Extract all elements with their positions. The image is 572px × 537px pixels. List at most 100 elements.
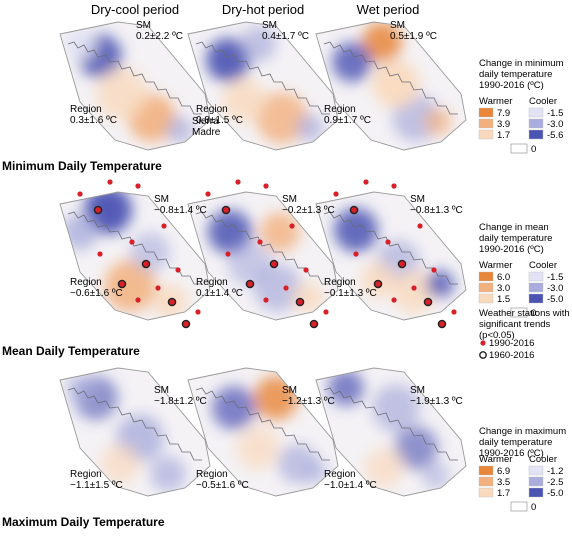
legend-warm-value: 7.9: [497, 108, 510, 119]
legend-cool-value: -3.0: [547, 283, 563, 294]
legend-zero-value: 0: [531, 308, 536, 319]
stations-legend: Weather stations with significant trends(…: [479, 308, 570, 361]
station-1990-2016: [333, 191, 339, 197]
station-1990-2016: [391, 297, 397, 303]
temperature-change-patch: [240, 26, 276, 62]
legend-warmer-label: Warmer: [479, 96, 512, 107]
sm-stat-r1-c2: SM 0.4±1.7 ºC: [262, 20, 309, 42]
sierra-madre-boundary: [195, 387, 330, 461]
station-1990-2016: [195, 309, 201, 315]
sierra-madre-boundary: [195, 41, 330, 115]
station-1960-2016: [167, 297, 177, 307]
stations-legend-1960-label: 1960-2016: [489, 350, 534, 361]
station-1990-2016: [135, 183, 141, 189]
temperature-change-patch: [62, 214, 98, 250]
region-stat-r3-c3: Region −1.0±1.4 ºC: [324, 469, 377, 491]
column-headers: Dry-cool period Dry-hot period Wet perio…: [91, 2, 419, 17]
legend-warmer-label: Warmer: [479, 454, 512, 465]
station-1960-2016: [373, 279, 383, 289]
region-outline: [59, 191, 211, 321]
sierra-madre-boundary: [67, 387, 202, 461]
sierra-madre-boundary: [67, 41, 202, 115]
legend-cool-value: -5.6: [547, 130, 563, 141]
stations-legend-1990-marker: [480, 340, 486, 346]
region-outline: [187, 191, 339, 321]
sm-stat-r3-c1: SM −1.8±1.2 ºC: [154, 385, 207, 407]
sm-stat-r1-c1: SM 0.2±2.2 ºC: [136, 20, 183, 42]
temperature-change-patch: [206, 38, 250, 82]
legend-cool-value: -5.0: [547, 294, 563, 305]
station-1990-2016: [431, 267, 437, 273]
legend-cool-value: -1.5: [547, 108, 563, 119]
temperature-change-patch: [372, 60, 420, 108]
station-1990-2016: [161, 223, 167, 229]
station-1960-2016: [117, 279, 127, 289]
legend-cool-value: -3.0: [547, 119, 563, 130]
legend-cool-swatch: [528, 129, 544, 140]
column-header-wet: Wet period: [357, 2, 420, 17]
region-stat-r3-c1: Region −1.1±1.5 ºC: [70, 469, 123, 491]
weather-stations: [333, 179, 457, 329]
legend-cool-swatch: [528, 107, 544, 118]
temperature-change-patch: [260, 212, 300, 252]
temperature-change-patch: [424, 108, 452, 136]
station-1990-2016: [175, 267, 181, 273]
region-stat-r1-c3: Region 0.9±1.7 ºC: [324, 104, 371, 126]
map-panel-r2-c1: [59, 179, 211, 329]
temperature-change-patch: [104, 260, 156, 312]
map-panel-r2-c2: [187, 179, 339, 329]
temperature-change-patch: [254, 376, 298, 420]
station-1960-2016: [93, 205, 103, 215]
station-1990-2016: [225, 251, 231, 257]
temperature-change-patch: [96, 68, 148, 120]
station-1990-2016: [283, 285, 289, 291]
station-1990-2016: [155, 285, 161, 291]
legend-warmer-label: Warmer: [479, 260, 512, 271]
stat-labels: SM 0.2±2.2 ºC Region 0.3±1.6 ºC SM 0.4±1.7 ºC…: [70, 20, 463, 491]
station-1990-2016: [135, 297, 141, 303]
temperature-change-patch: [394, 426, 438, 470]
map-panels: [59, 21, 467, 497]
legend-warm-swatch: [478, 282, 494, 293]
column-header-dry-hot: Dry-hot period: [222, 2, 304, 17]
temperature-change-patch: [292, 282, 324, 314]
region-stat-r1-c1: Region 0.3±1.6 ºC: [70, 104, 117, 126]
temperature-change-patch: [100, 444, 140, 484]
temperature-change-patch: [362, 22, 402, 62]
stations-legend-1990-label: 1990-2016: [489, 338, 534, 349]
legend-cool-swatch: [528, 465, 544, 476]
legend-warm-value: 6.9: [497, 466, 510, 477]
temperature-change-patch: [212, 386, 256, 430]
station-1990-2016: [289, 223, 295, 229]
station-1990-2016: [303, 267, 309, 273]
temperature-change-patch: [328, 370, 364, 406]
legend-cool-value: -1.2: [547, 466, 563, 477]
legend-warm-value: 1.7: [497, 130, 510, 141]
legend-cool-swatch: [528, 271, 544, 282]
legend-warm-value: 3.9: [497, 119, 510, 130]
region-outline: [59, 367, 211, 497]
temperature-change-patch: [228, 242, 272, 286]
station-1960-2016: [269, 259, 279, 269]
legend-warm-value: 1.5: [497, 294, 510, 305]
legend-zero-swatch: [510, 501, 528, 512]
station-1960-2016: [221, 205, 231, 215]
legend-warm-swatch: [478, 487, 494, 498]
station-1990-2016: [235, 179, 241, 185]
station-1990-2016: [385, 239, 391, 245]
legend-warm-swatch: [478, 107, 494, 118]
sm-stat-r3-c2: SM −1.2±1.3 ºC: [282, 385, 335, 407]
region-outline: [59, 21, 211, 151]
legend-zero-swatch: [510, 143, 528, 154]
region-outline: [187, 367, 339, 497]
legend-zero-value: 0: [531, 144, 536, 155]
temperature-change-patch: [222, 78, 266, 122]
legend-warm-swatch: [478, 118, 494, 129]
legend-cooler-label: Cooler: [529, 260, 557, 271]
station-1960-2016: [245, 279, 255, 289]
legend-title: Change in maximum daily temperature 1990-2…: [479, 426, 566, 459]
legend-title: Change in minimum daily temperature 1990-2…: [479, 58, 564, 91]
stations-legend-title: Weather stations with significant trends(…: [479, 308, 570, 341]
legend-title: Change in mean daily temperature 1990-2016…: [479, 222, 552, 255]
